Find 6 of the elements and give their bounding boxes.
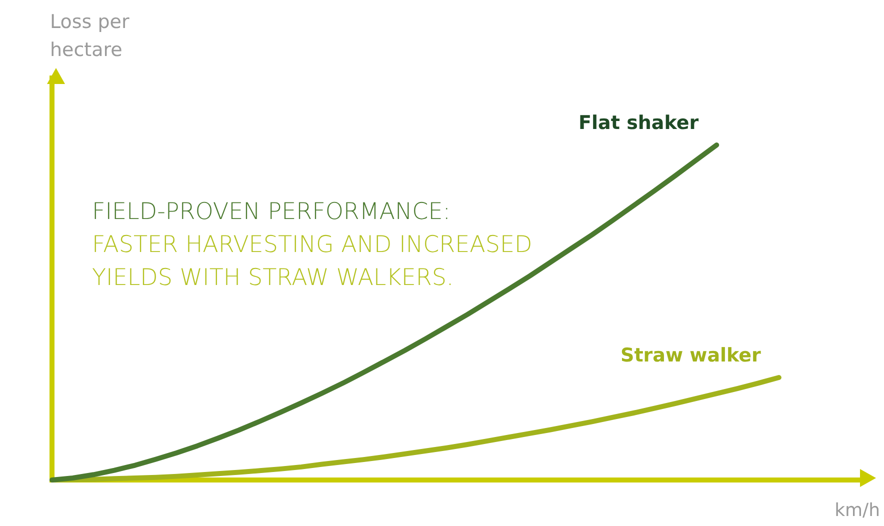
x-axis-title: km/h <box>834 500 880 521</box>
y-axis-title: Loss per hectare <box>50 10 130 63</box>
text: FASTER HARVESTING AND INCREASED YIELDS WITH STRAW WALKERS. <box>92 231 534 293</box>
series-label: Straw walker <box>620 344 762 366</box>
text: FIELD-PROVEN PERFORMANCE: <box>92 198 452 227</box>
series-label: Flat shaker <box>578 112 700 134</box>
